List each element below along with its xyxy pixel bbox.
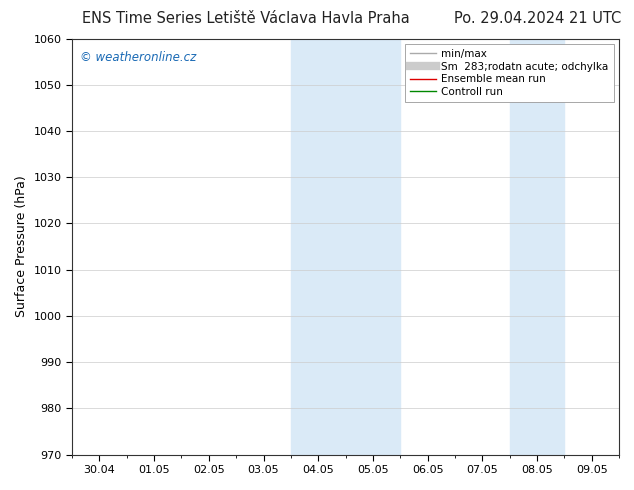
Text: © weatheronline.cz: © weatheronline.cz — [81, 51, 197, 64]
Y-axis label: Surface Pressure (hPa): Surface Pressure (hPa) — [15, 176, 28, 318]
Text: Po. 29.04.2024 21 UTC: Po. 29.04.2024 21 UTC — [454, 11, 621, 26]
Bar — [291, 39, 400, 455]
Text: ENS Time Series Letiště Václava Havla Praha: ENS Time Series Letiště Václava Havla Pr… — [82, 11, 410, 26]
Bar — [510, 39, 564, 455]
Legend: min/max, Sm  283;rodatn acute; odchylka, Ensemble mean run, Controll run: min/max, Sm 283;rodatn acute; odchylka, … — [405, 44, 614, 102]
